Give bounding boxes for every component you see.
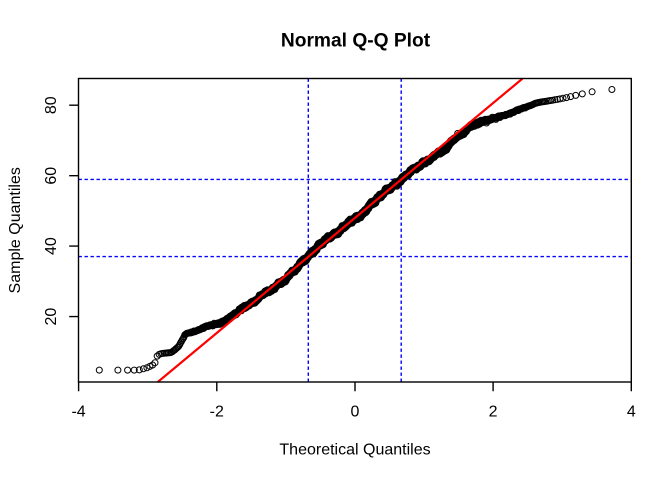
svg-text:Theoretical Quantiles: Theoretical Quantiles	[279, 442, 430, 459]
svg-text:Sample Quantiles: Sample Quantiles	[7, 167, 24, 293]
svg-text:-4: -4	[71, 404, 85, 421]
svg-text:0: 0	[351, 404, 360, 421]
svg-text:80: 80	[43, 96, 60, 114]
svg-text:40: 40	[43, 237, 60, 255]
svg-text:Normal Q-Q Plot: Normal Q-Q Plot	[281, 30, 431, 51]
svg-text:60: 60	[43, 167, 60, 185]
svg-text:20: 20	[43, 308, 60, 326]
svg-text:-2: -2	[210, 404, 224, 421]
svg-text:2: 2	[489, 404, 498, 421]
svg-text:4: 4	[627, 404, 636, 421]
